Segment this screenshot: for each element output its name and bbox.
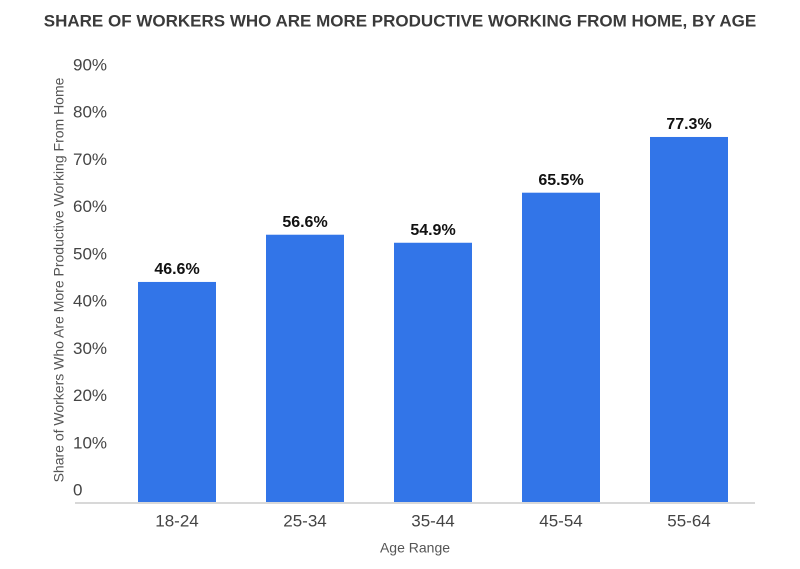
value-label: 77.3% <box>666 116 711 133</box>
bar <box>522 192 600 502</box>
bar <box>650 136 728 502</box>
y-tick-label: 90% <box>73 55 107 74</box>
x-axis-title: Age Range <box>380 540 450 556</box>
y-axis-title: Share of Workers Who Are More Productive… <box>51 77 67 482</box>
y-tick-label: 0 <box>73 480 82 499</box>
y-tick-label: 80% <box>73 103 107 122</box>
x-tick-label: 35-44 <box>411 511 454 530</box>
bar <box>266 234 344 502</box>
y-tick-label: 50% <box>73 244 107 263</box>
y-tick-label: 20% <box>73 386 107 405</box>
y-tick-label: 70% <box>73 150 107 169</box>
value-label: 65.5% <box>538 172 583 189</box>
y-tick-label: 40% <box>73 292 107 311</box>
value-label: 46.6% <box>154 261 199 278</box>
value-label: 54.9% <box>410 222 455 239</box>
x-tick-label: 45-54 <box>539 511 582 530</box>
chart-title: SHARE OF WORKERS WHO ARE MORE PRODUCTIVE… <box>44 11 756 30</box>
y-tick-label: 60% <box>73 197 107 216</box>
x-tick-label: 18-24 <box>155 511 198 530</box>
x-tick-label: 25-34 <box>283 511 326 530</box>
y-tick-label: 30% <box>73 339 107 358</box>
y-tick-label: 10% <box>73 433 107 452</box>
bar <box>394 242 472 502</box>
bar <box>138 281 216 502</box>
value-label: 56.6% <box>282 214 327 231</box>
x-tick-label: 55-64 <box>667 511 710 530</box>
